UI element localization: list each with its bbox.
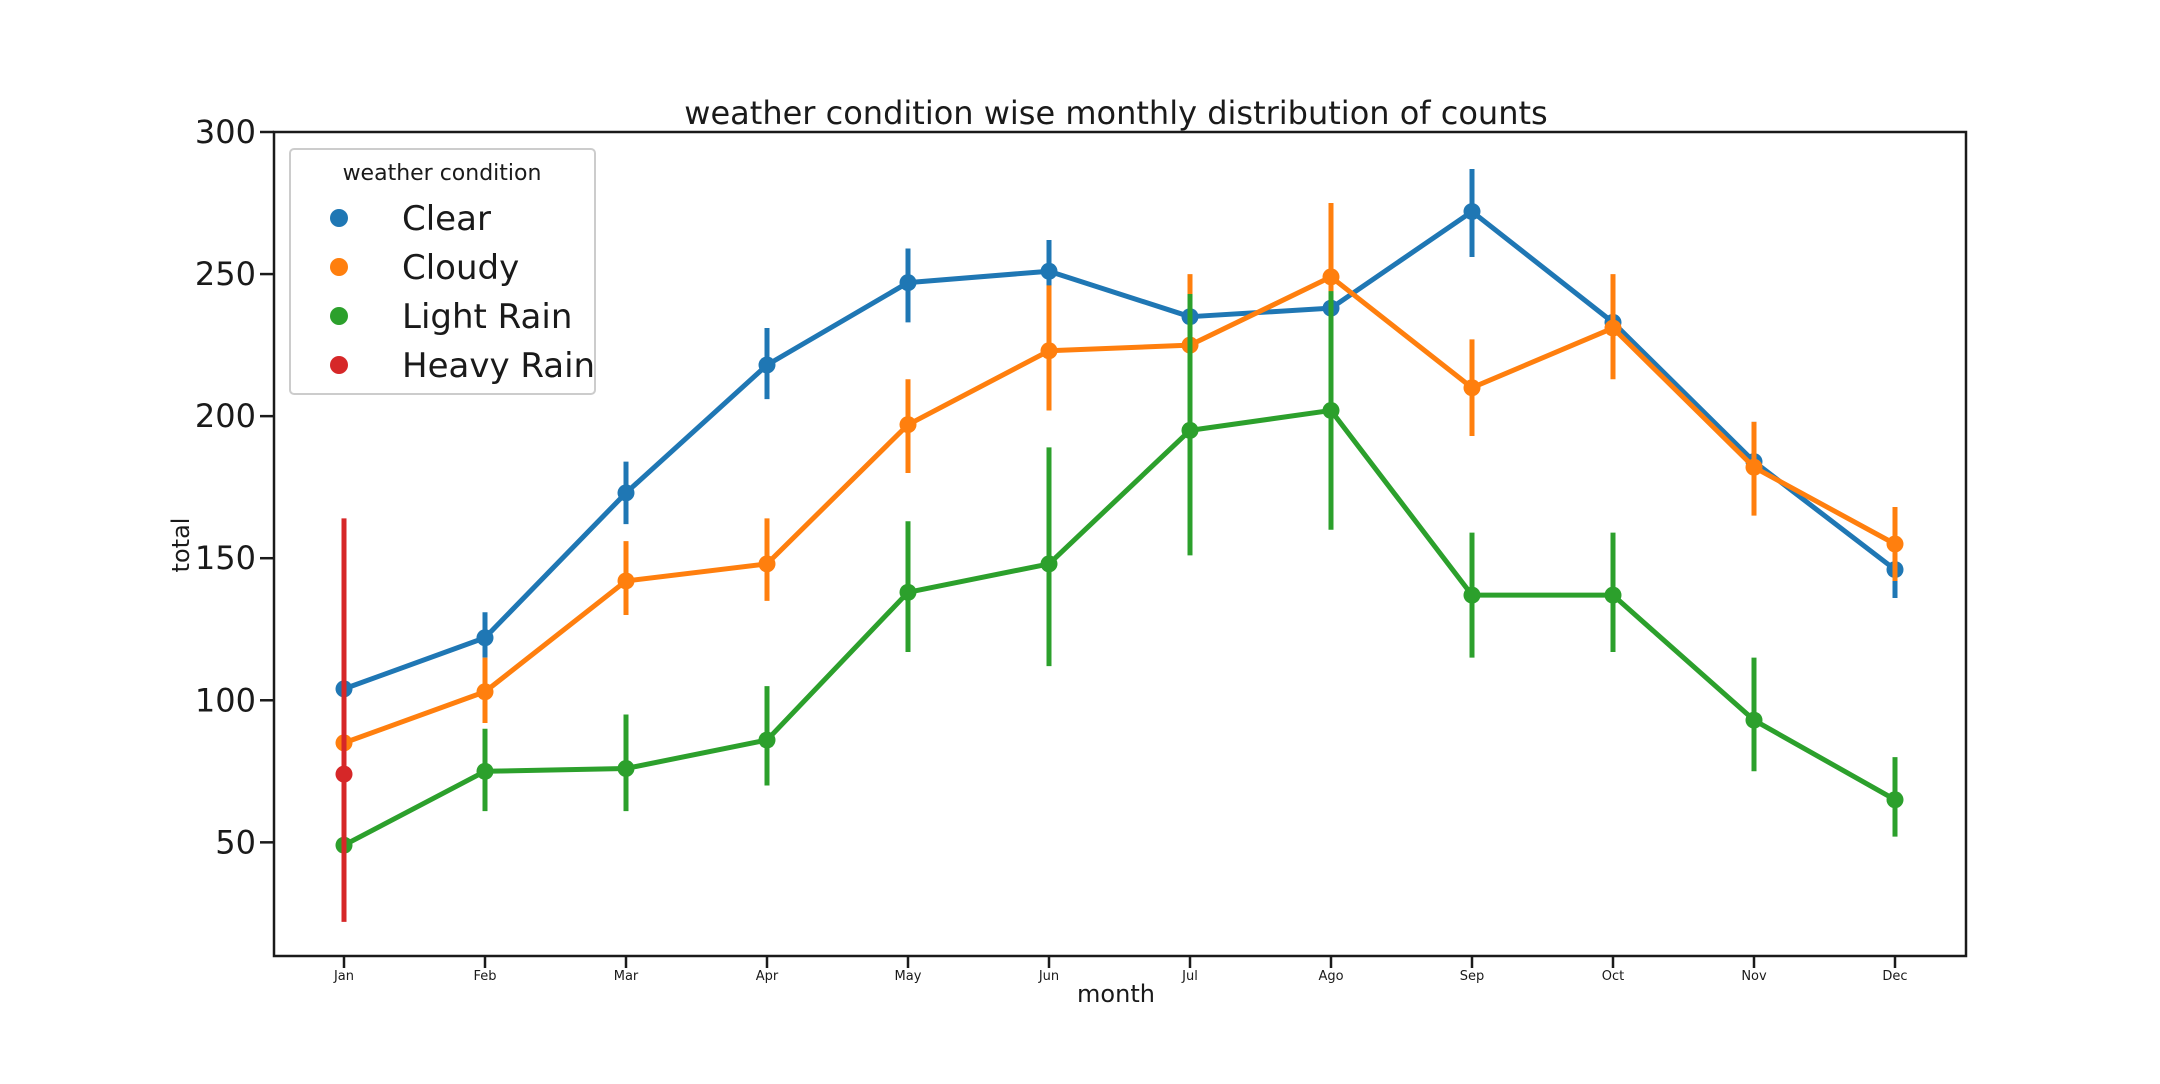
- series-line-clear: [343, 209, 1897, 692]
- data-point-light-rain-sep: [1463, 586, 1481, 604]
- x-tick-label: May: [895, 969, 922, 984]
- axes-layer: 50 100 150 200 250 300 Jan Feb Mar Apr May Jun Jul Ag…: [195, 113, 1968, 984]
- data-point-cloudy-sep: [1463, 379, 1481, 397]
- x-tick-label: Sep: [1460, 969, 1485, 984]
- data-point-clear-may: [899, 274, 917, 292]
- legend-label-clear: Clear: [402, 199, 491, 239]
- x-tick-label: Feb: [473, 969, 496, 984]
- x-tick-label: Jun: [1038, 969, 1059, 984]
- x-tick-label: Apr: [756, 969, 779, 984]
- chart-title: weather condition wise monthly distribut…: [684, 94, 1547, 132]
- data-point-clear-apr: [758, 356, 776, 374]
- legend-marker-heavy-rain: [330, 356, 348, 374]
- data-point-light-rain-may: [899, 583, 917, 601]
- legend-label-cloudy: Cloudy: [402, 248, 519, 288]
- series-line-light-rain: [342, 407, 1897, 848]
- legend-label-light-rain: Light Rain: [402, 297, 572, 337]
- y-tick-label: 300: [195, 113, 256, 151]
- data-point-cloudy-nov: [1745, 458, 1763, 476]
- x-tick-label: Nov: [1741, 969, 1767, 984]
- data-point-light-rain-feb: [476, 762, 494, 780]
- y-axis-label: total: [167, 518, 195, 573]
- data-point-cloudy-feb: [476, 683, 494, 701]
- data-point-light-rain-ago: [1322, 401, 1340, 419]
- legend-marker-clear: [330, 209, 348, 227]
- data-point-clear-jun: [1040, 262, 1058, 280]
- data-point-light-rain-oct: [1604, 586, 1622, 604]
- data-point-light-rain-nov: [1745, 711, 1763, 729]
- legend-marker-cloudy: [330, 258, 348, 276]
- legend-box: [289, 148, 596, 395]
- legend-label-heavy-rain: Heavy Rain: [402, 346, 595, 386]
- data-point-clear-mar: [617, 484, 635, 502]
- data-point-heavy-rain-jan: [335, 765, 353, 783]
- x-tick-label: Jul: [1181, 969, 1198, 984]
- data-point-clear-feb: [476, 629, 494, 647]
- data-point-cloudy-oct: [1604, 319, 1622, 337]
- x-tick-label: Mar: [614, 969, 639, 984]
- plot-frame: [272, 130, 1968, 958]
- x-tick-label: Oct: [1602, 969, 1624, 984]
- x-axis-label: month: [1077, 980, 1155, 1008]
- data-point-light-rain-apr: [758, 731, 776, 749]
- data-point-cloudy-jun: [1040, 342, 1058, 360]
- x-tick-label: Dec: [1882, 969, 1907, 984]
- x-tick-label: Jan: [333, 969, 354, 984]
- series-light-rain: [335, 291, 1904, 857]
- y-tick-label: 100: [195, 681, 256, 719]
- marks-layer: [335, 168, 1904, 922]
- legend: weather condition Clear Cloudy Light Rain H…: [289, 148, 596, 395]
- legend-entries: Clear Cloudy Light Rain Heavy Rain: [330, 199, 595, 386]
- data-point-light-rain-jun: [1040, 555, 1058, 573]
- data-point-cloudy-mar: [617, 572, 635, 590]
- x-tick-label: Ago: [1318, 969, 1343, 984]
- data-point-cloudy-ago: [1322, 268, 1340, 286]
- y-tick-label: 250: [195, 255, 256, 293]
- data-point-light-rain-jul: [1181, 421, 1199, 439]
- data-point-cloudy-may: [899, 416, 917, 434]
- series-line-cloudy: [343, 274, 1897, 746]
- y-tick-label: 150: [195, 539, 256, 577]
- data-point-light-rain-dec: [1886, 791, 1904, 809]
- data-point-clear-sep: [1463, 203, 1481, 221]
- legend-marker-light-rain: [330, 307, 348, 325]
- data-point-cloudy-dec: [1886, 535, 1904, 553]
- data-point-cloudy-apr: [758, 555, 776, 573]
- series-cloudy: [335, 203, 1904, 766]
- y-tick-label: 200: [195, 397, 256, 435]
- data-point-light-rain-mar: [617, 759, 635, 777]
- legend-title: weather condition: [343, 161, 542, 186]
- series-heavy-rain: [335, 518, 353, 922]
- y-tick-label: 50: [215, 823, 256, 861]
